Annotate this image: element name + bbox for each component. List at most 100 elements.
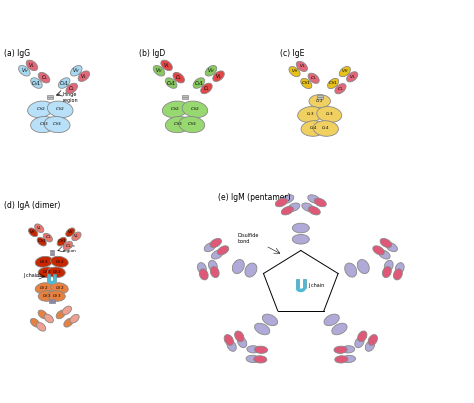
Ellipse shape (38, 291, 56, 301)
Ellipse shape (71, 66, 82, 76)
Ellipse shape (58, 78, 70, 88)
Text: $C_H1$: $C_H1$ (37, 238, 46, 245)
Bar (296, 279, 299, 288)
Text: $C_H3$: $C_H3$ (39, 121, 48, 128)
Text: $V_H$: $V_H$ (73, 66, 80, 75)
Ellipse shape (335, 356, 348, 363)
Ellipse shape (44, 116, 70, 133)
Ellipse shape (210, 239, 221, 247)
Ellipse shape (173, 73, 184, 83)
Text: $C_H3$: $C_H3$ (42, 292, 52, 300)
Ellipse shape (288, 203, 300, 212)
Text: $C_H2$: $C_H2$ (39, 284, 49, 292)
Ellipse shape (255, 323, 270, 335)
Ellipse shape (64, 318, 73, 327)
Ellipse shape (213, 71, 224, 81)
Ellipse shape (47, 291, 65, 301)
Text: $V_L$: $V_L$ (28, 61, 36, 70)
Ellipse shape (237, 337, 247, 348)
Text: (c) IgE: (c) IgE (280, 49, 304, 58)
Ellipse shape (30, 318, 40, 327)
Bar (182, 95, 188, 97)
Ellipse shape (314, 198, 326, 207)
Ellipse shape (298, 106, 323, 123)
Text: $C_H3$: $C_H3$ (52, 292, 61, 300)
Text: $V_H$: $V_H$ (341, 68, 348, 75)
Text: $C_H1$: $C_H1$ (57, 238, 67, 245)
Ellipse shape (275, 198, 287, 207)
Ellipse shape (355, 337, 364, 348)
Bar (49, 301, 55, 303)
Ellipse shape (56, 310, 65, 319)
Text: $C_\varepsilon3$: $C_\varepsilon3$ (306, 111, 314, 118)
Ellipse shape (210, 266, 219, 278)
Text: $C_H2$: $C_H2$ (55, 106, 65, 113)
Ellipse shape (31, 78, 42, 88)
Ellipse shape (335, 83, 346, 94)
Ellipse shape (27, 101, 53, 118)
Text: $C_L$: $C_L$ (41, 73, 47, 82)
Ellipse shape (247, 346, 260, 353)
Text: $C_L$: $C_L$ (45, 234, 51, 241)
Ellipse shape (262, 314, 278, 326)
Bar (317, 97, 322, 99)
Ellipse shape (365, 341, 374, 351)
Ellipse shape (302, 203, 314, 212)
Ellipse shape (201, 83, 212, 94)
Ellipse shape (386, 243, 397, 251)
Ellipse shape (198, 263, 206, 274)
Ellipse shape (292, 223, 310, 233)
Bar (182, 97, 188, 99)
Ellipse shape (341, 346, 355, 353)
Ellipse shape (334, 346, 347, 353)
Text: $C_H3$: $C_H3$ (187, 121, 197, 128)
Ellipse shape (282, 195, 294, 204)
Ellipse shape (313, 120, 338, 136)
Ellipse shape (368, 334, 377, 345)
Ellipse shape (36, 322, 46, 331)
Ellipse shape (254, 356, 267, 363)
Text: Disulfide
bond: Disulfide bond (237, 233, 258, 244)
Ellipse shape (162, 101, 188, 118)
Text: Hinge
region: Hinge region (62, 244, 76, 253)
Ellipse shape (301, 78, 312, 89)
Ellipse shape (373, 246, 384, 255)
Ellipse shape (393, 269, 402, 280)
Ellipse shape (342, 355, 356, 363)
Ellipse shape (289, 66, 300, 77)
Ellipse shape (227, 341, 236, 351)
Ellipse shape (37, 237, 46, 246)
Bar (47, 95, 53, 97)
Ellipse shape (165, 78, 177, 88)
Ellipse shape (35, 224, 44, 233)
Text: $V_L$: $V_L$ (163, 61, 170, 70)
Text: $C_\varepsilon4$: $C_\varepsilon4$ (309, 125, 318, 132)
Ellipse shape (31, 116, 56, 133)
Ellipse shape (296, 61, 308, 71)
Text: $V_H$: $V_H$ (29, 229, 37, 236)
Ellipse shape (51, 283, 68, 293)
Text: $C_H2$: $C_H2$ (170, 106, 180, 113)
Ellipse shape (209, 260, 217, 271)
Ellipse shape (332, 323, 347, 335)
Ellipse shape (346, 72, 358, 82)
Ellipse shape (205, 66, 217, 76)
Ellipse shape (292, 235, 310, 244)
Ellipse shape (282, 206, 293, 215)
Ellipse shape (235, 331, 244, 342)
Ellipse shape (179, 116, 205, 133)
Text: (e) IgM (pentamer): (e) IgM (pentamer) (218, 193, 291, 202)
Text: (d) IgA (dimer): (d) IgA (dimer) (4, 202, 61, 210)
Ellipse shape (328, 78, 339, 89)
Text: $V_L$: $V_L$ (349, 73, 356, 81)
Text: $C_H1$: $C_H1$ (59, 79, 70, 87)
Ellipse shape (301, 120, 326, 136)
Text: $C_H3$: $C_H3$ (52, 121, 62, 128)
Text: $C_L$: $C_L$ (175, 73, 182, 82)
Ellipse shape (199, 269, 208, 280)
Ellipse shape (57, 237, 66, 246)
Ellipse shape (66, 83, 77, 94)
Text: $V_H$: $V_H$ (20, 66, 28, 75)
Bar (303, 279, 306, 288)
Ellipse shape (339, 66, 350, 77)
